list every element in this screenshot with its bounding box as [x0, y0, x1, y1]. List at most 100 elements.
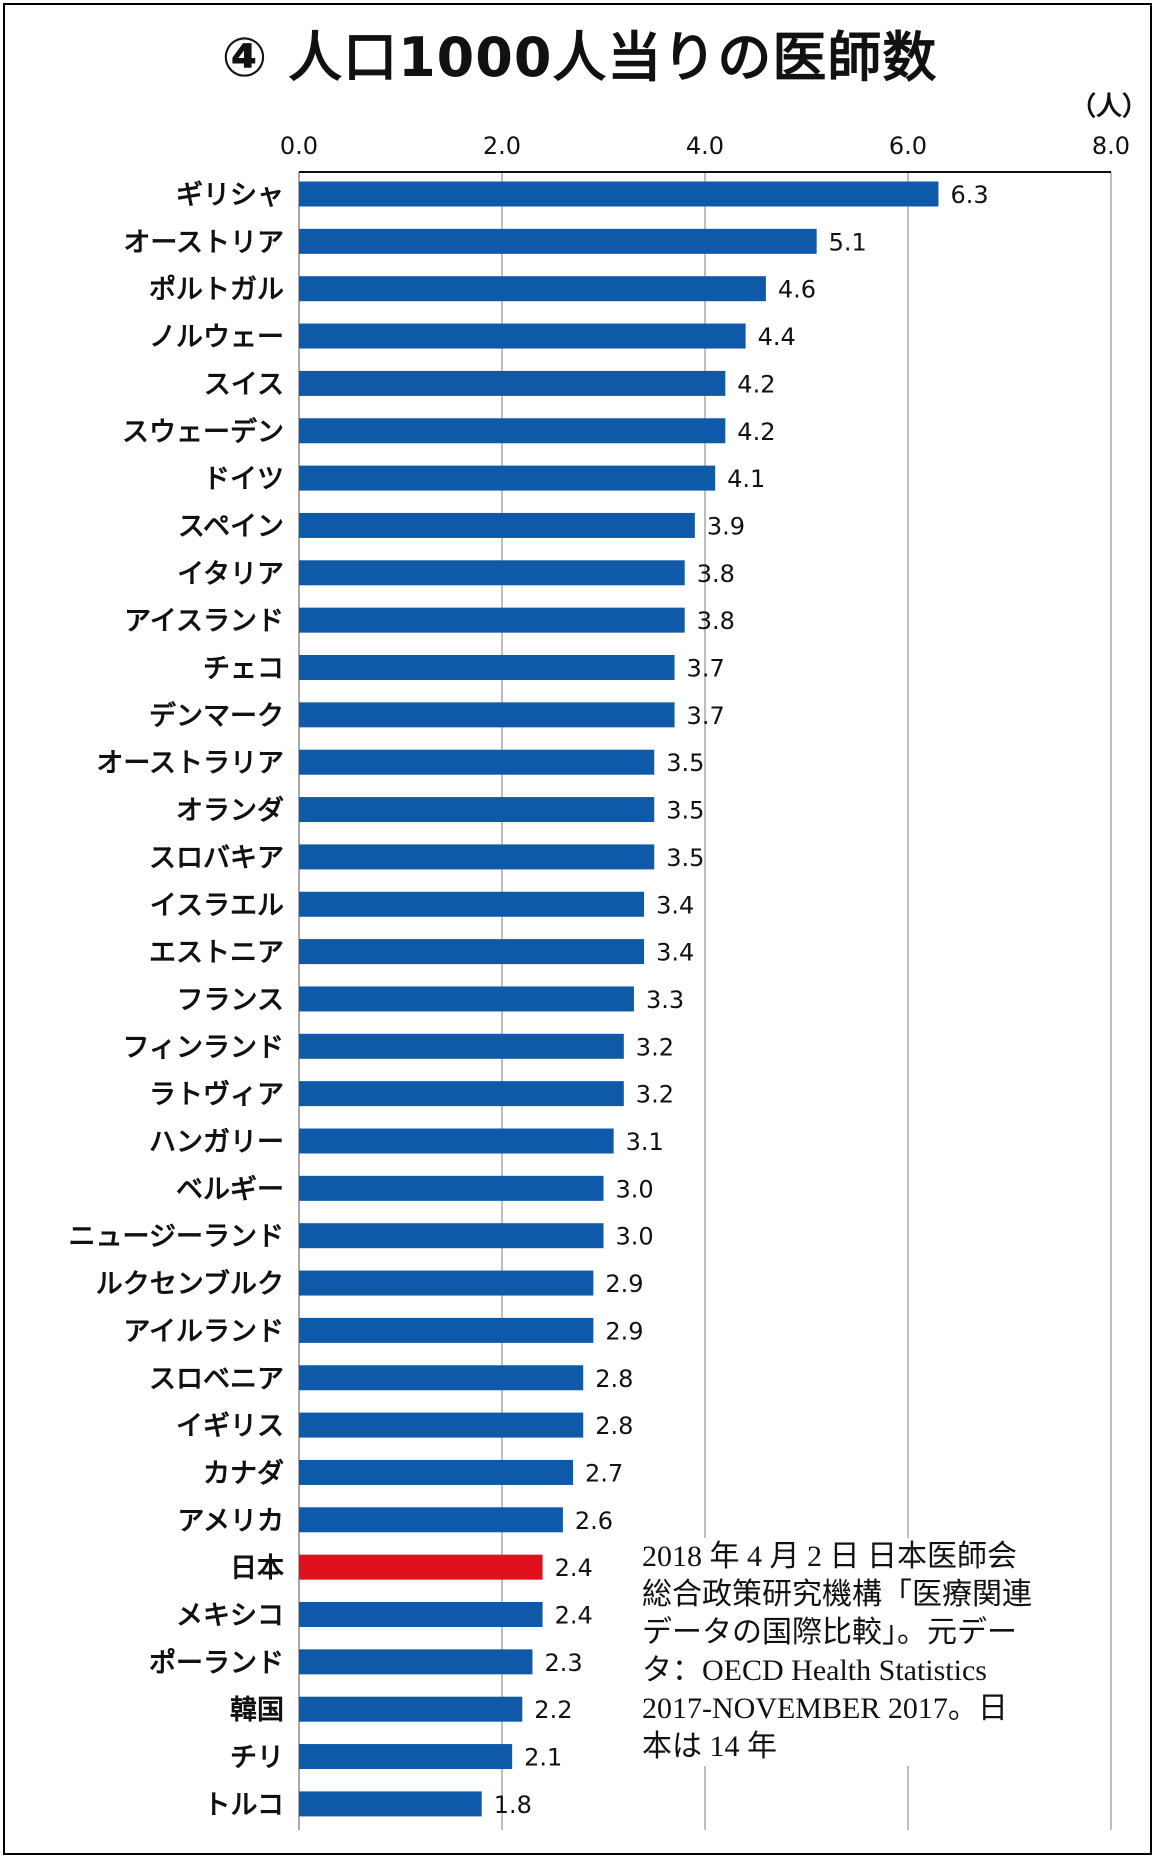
value-label: 2.9 [605, 1317, 643, 1345]
bar [299, 1175, 604, 1201]
bar [299, 465, 716, 491]
category-label: ギリシャ [176, 180, 284, 211]
value-label: 2.2 [534, 1696, 572, 1724]
value-label: 3.4 [656, 891, 694, 919]
bar [299, 1033, 624, 1059]
category-label: ルクセンブルク [96, 1268, 284, 1300]
category-label: ポルトガル [149, 275, 284, 306]
chart-frame [3, 3, 1152, 1855]
value-label: 3.8 [697, 607, 735, 635]
bar [299, 1791, 482, 1817]
category-label: チリ [230, 1743, 284, 1774]
x-tick-label: 4.0 [686, 132, 724, 160]
value-label: 1.8 [494, 1791, 532, 1819]
chart-title: ④ 人口1000人当りの医師数 [221, 26, 938, 89]
value-label: 3.2 [636, 1081, 674, 1109]
category-label: スペイン [178, 511, 284, 542]
bar [299, 1081, 624, 1107]
bar [299, 228, 817, 254]
bar [299, 1128, 614, 1154]
bar [299, 607, 685, 633]
category-label: 韓国 [230, 1695, 284, 1726]
bar [299, 1223, 604, 1249]
bar [299, 1459, 574, 1485]
value-label: 3.5 [666, 797, 704, 825]
x-tick-label: 0.0 [280, 132, 318, 160]
value-label: 2.8 [595, 1365, 633, 1393]
bar [299, 844, 655, 870]
bar [299, 1602, 543, 1627]
category-label: 日本 [230, 1553, 284, 1584]
bar [299, 891, 645, 917]
bar [299, 1696, 523, 1722]
bar [299, 702, 675, 728]
x-tick-label: 6.0 [889, 132, 927, 160]
x-tick-label: 2.0 [483, 132, 521, 160]
category-label: オーストラリア [96, 748, 284, 779]
bar [299, 512, 695, 538]
value-label: 2.3 [544, 1649, 582, 1677]
value-label: 3.0 [616, 1223, 654, 1251]
category-label: ノルウェー [149, 322, 284, 353]
category-label: ラトヴィア [149, 1079, 284, 1111]
category-label: スロバキア [149, 843, 284, 874]
value-label: 3.7 [687, 702, 725, 730]
category-label: イギリス [176, 1411, 284, 1442]
category-label: アイルランド [123, 1316, 284, 1347]
value-label: 4.6 [778, 276, 816, 304]
unit-label: （人） [1070, 92, 1149, 122]
value-label: 3.9 [707, 512, 745, 540]
bar [299, 1412, 584, 1438]
value-label: 3.3 [646, 986, 684, 1014]
bar [299, 1507, 563, 1533]
bar [299, 370, 726, 396]
category-label: ハンガリー [149, 1127, 284, 1158]
bar [299, 1744, 513, 1770]
category-label: アイスランド [124, 606, 284, 637]
category-label: カナダ [203, 1457, 284, 1489]
category-label: オランダ [176, 795, 284, 827]
category-label: エストニア [149, 938, 284, 969]
bar-highlight [299, 1554, 543, 1580]
category-label: オーストリア [123, 227, 284, 258]
value-label: 2.7 [585, 1459, 623, 1487]
bar [299, 1365, 584, 1391]
bar [299, 1317, 594, 1343]
bar [299, 797, 655, 823]
category-label: フィンランド [123, 1032, 284, 1063]
category-label: イタリア [177, 559, 284, 590]
bar [299, 418, 726, 444]
bar [299, 749, 655, 775]
bar [299, 1270, 594, 1296]
category-label: スイス [204, 369, 284, 400]
value-label: 3.7 [687, 655, 725, 683]
value-label: 4.1 [727, 465, 765, 493]
bar [299, 655, 675, 680]
category-label: イスラエル [150, 890, 284, 921]
value-label: 5.1 [829, 228, 867, 256]
value-label: 2.4 [555, 1554, 593, 1582]
value-label: 2.1 [524, 1744, 562, 1772]
category-label: ドイツ [203, 464, 284, 495]
value-label: 4.2 [737, 370, 775, 398]
value-label: 3.8 [697, 560, 735, 588]
category-label: アメリカ [177, 1506, 284, 1537]
bar [299, 181, 939, 207]
category-label: フランス [177, 985, 284, 1016]
value-label: 3.4 [656, 939, 694, 967]
category-label: スロベニア [149, 1364, 284, 1395]
value-label: 3.5 [666, 844, 704, 872]
category-label: トルコ [204, 1790, 284, 1821]
value-label: 3.1 [626, 1128, 664, 1156]
value-label: 6.3 [950, 181, 988, 209]
value-label: 4.2 [737, 418, 775, 446]
category-label: ベルギー [176, 1174, 284, 1205]
value-label: 2.9 [605, 1270, 643, 1298]
category-label: チェコ [203, 654, 284, 685]
bar [299, 276, 766, 302]
value-label: 4.4 [758, 323, 796, 351]
category-label: ニュージーランド [69, 1222, 284, 1253]
bar [299, 560, 685, 586]
bar [299, 1649, 533, 1675]
